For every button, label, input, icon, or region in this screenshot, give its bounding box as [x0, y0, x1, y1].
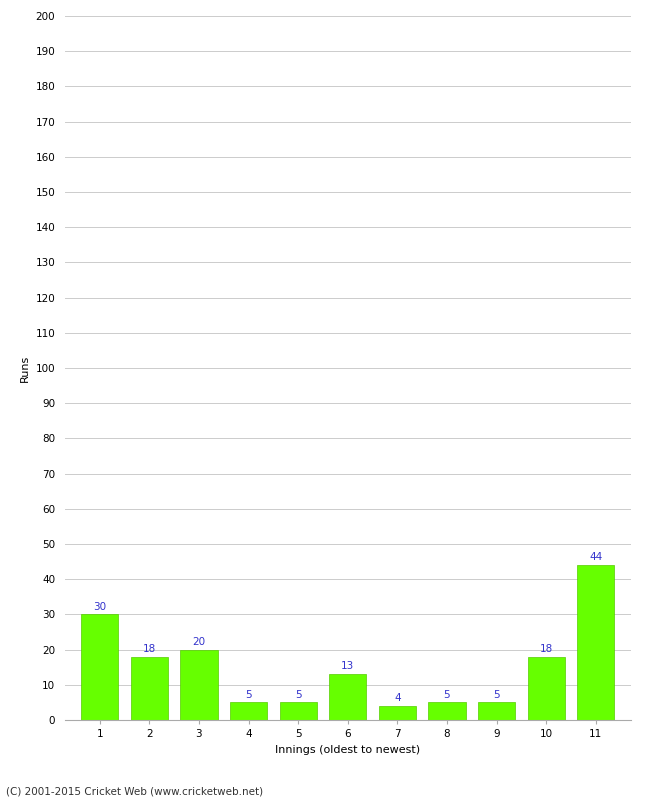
Text: 18: 18 [143, 644, 156, 654]
Text: 4: 4 [394, 693, 400, 703]
Bar [428, 702, 465, 720]
Text: (C) 2001-2015 Cricket Web (www.cricketweb.net): (C) 2001-2015 Cricket Web (www.cricketwe… [6, 786, 264, 796]
Bar [230, 702, 267, 720]
Bar [478, 702, 515, 720]
Text: 20: 20 [192, 637, 205, 646]
Bar [81, 614, 118, 720]
X-axis label: Innings (oldest to newest): Innings (oldest to newest) [275, 745, 421, 754]
Text: 5: 5 [295, 690, 302, 699]
Text: 30: 30 [93, 602, 107, 611]
Text: 5: 5 [444, 690, 450, 699]
Bar [180, 650, 218, 720]
Text: 5: 5 [245, 690, 252, 699]
Text: 44: 44 [589, 552, 603, 562]
Bar [329, 674, 367, 720]
Bar [280, 702, 317, 720]
Bar [379, 706, 416, 720]
Y-axis label: Runs: Runs [20, 354, 30, 382]
Text: 5: 5 [493, 690, 500, 699]
Bar [131, 657, 168, 720]
Bar [577, 565, 614, 720]
Text: 18: 18 [540, 644, 552, 654]
Text: 13: 13 [341, 662, 354, 671]
Bar [528, 657, 565, 720]
